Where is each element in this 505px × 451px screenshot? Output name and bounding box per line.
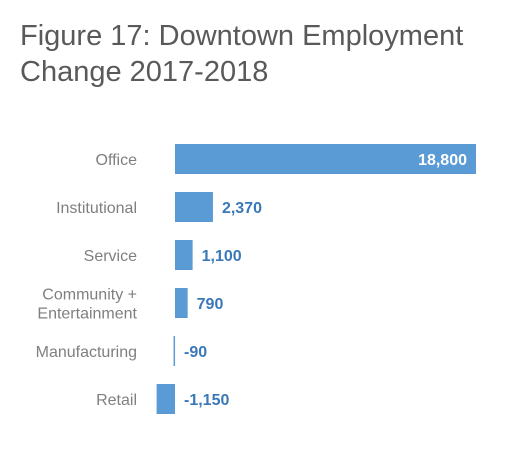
value-label-manufacturing: -90 xyxy=(184,344,207,361)
category-label-community-entertainment: Community + Entertainment xyxy=(37,287,137,323)
bar-service xyxy=(175,240,193,270)
bar-institutional xyxy=(175,192,213,222)
chart-title-line-2: Change 2017-2018 xyxy=(20,56,269,88)
chart-title-line-1: Figure 17: Downtown Employment xyxy=(20,20,464,52)
bars xyxy=(156,144,476,414)
value-label-community-entertainment: 790 xyxy=(197,296,224,313)
bar-manufacturing xyxy=(173,336,176,366)
category-label-manufacturing: Manufacturing xyxy=(36,344,137,361)
category-label-institutional: Institutional xyxy=(56,200,137,217)
category-labels: Office Institutional Service Community + Ent… xyxy=(36,152,138,409)
bar-community-entertainment xyxy=(175,288,188,318)
chart-title: Figure 17: Downtown Employment Change 20… xyxy=(20,18,500,90)
category-label-retail: Retail xyxy=(96,392,137,409)
value-labels: 18,800 2,370 1,100 790 -90 -1,150 xyxy=(184,152,467,409)
value-label-service: 1,100 xyxy=(202,248,242,265)
bar-retail xyxy=(156,384,175,414)
bar-office xyxy=(175,144,476,174)
category-label-office: Office xyxy=(96,152,138,169)
value-label-office: 18,800 xyxy=(418,152,467,169)
category-label-service: Service xyxy=(84,248,137,265)
value-label-institutional: 2,370 xyxy=(222,200,262,217)
value-label-retail: -1,150 xyxy=(184,392,229,409)
